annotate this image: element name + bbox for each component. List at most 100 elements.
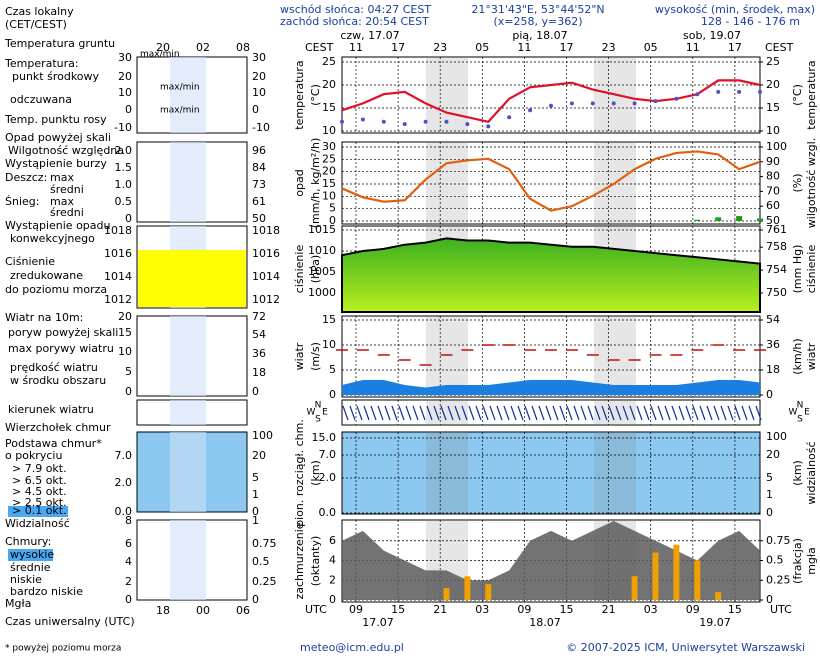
wind-arrow	[398, 405, 405, 421]
mini-time: 02	[196, 41, 210, 54]
mini-tick: 20	[118, 310, 132, 323]
y2-tick-label: 761	[766, 223, 787, 236]
series-dot	[695, 92, 700, 97]
legend-swatch	[8, 506, 68, 517]
legend-text: Temperatura gruntu	[4, 37, 115, 50]
wind-arrow	[671, 405, 678, 421]
mini-tick: 0.25	[252, 575, 277, 588]
legend-text: konwekcyjnego	[10, 232, 95, 245]
y2-tick-label: 50	[766, 214, 780, 227]
legend-text: > 0.1 okt.	[12, 504, 67, 517]
mini-tick: 18	[252, 366, 266, 379]
y-tick-label: 2	[329, 573, 336, 586]
compass: N	[315, 401, 322, 411]
y-tick-label: 15	[322, 101, 336, 114]
y2-tick-label: 0	[766, 593, 773, 606]
wind-arrow	[566, 405, 573, 421]
wind-arrow	[468, 405, 475, 421]
legend-text: średnie	[10, 561, 51, 574]
wind-arrow	[510, 405, 517, 421]
series-dot	[423, 119, 428, 124]
wind-arrow	[412, 405, 419, 421]
wind-arrow	[615, 405, 622, 421]
axis-label: (km)	[309, 460, 322, 486]
axis-label: (oktanty)	[309, 536, 322, 587]
legend-text: średni	[50, 206, 84, 219]
series-bar	[715, 217, 722, 221]
mini-tick: 1014	[104, 270, 132, 283]
mini-tick: 1018	[104, 224, 132, 237]
series-bar	[715, 592, 722, 600]
y-tick-label: 20	[322, 165, 336, 178]
wind-arrow	[475, 405, 482, 421]
wind-arrow	[580, 405, 587, 421]
mini-tick: -10	[114, 121, 132, 134]
y2-tick-label: 54	[766, 313, 780, 326]
day-label: 17.07	[362, 616, 394, 629]
cest-tick: 05	[475, 41, 489, 54]
axis-label: (°C)	[309, 84, 322, 106]
mini-tick: 6	[125, 537, 132, 550]
legend-text: Wilgotność względna	[8, 144, 124, 157]
compass: N	[797, 401, 804, 411]
series-bar	[464, 576, 471, 600]
mini-tick: 0	[125, 385, 132, 398]
series-dot	[569, 101, 574, 106]
legend-text: bardzo niskie	[10, 585, 83, 598]
mini-tick: 100	[252, 429, 273, 442]
y-tick-label: 0	[329, 593, 336, 606]
wind-arrow	[573, 405, 580, 421]
wind-arrow	[349, 405, 356, 421]
legend-text: > 6.5 okt.	[12, 474, 67, 487]
axis-label: (km)	[791, 460, 804, 486]
wind-arrow	[503, 405, 510, 421]
y-tick-label: 0	[329, 214, 336, 227]
mini-tick: 20	[252, 449, 266, 462]
y2-tick-label: 758	[766, 240, 787, 253]
grid-point: (x=258, y=362)	[493, 15, 582, 28]
axis-label: temperatura	[293, 60, 306, 129]
mini-time: 06	[236, 604, 250, 617]
y-tick-label: 30	[322, 140, 336, 153]
mini-tick: 0	[252, 103, 259, 116]
y2-tick-label: 20	[766, 78, 780, 91]
wind-arrow	[594, 405, 601, 421]
wind-arrow	[552, 405, 559, 421]
mini-night	[170, 432, 206, 512]
legend-text: Czas uniwersalny (UTC)	[5, 615, 135, 628]
y-tick-label: 20	[322, 78, 336, 91]
mini-tick: 2	[125, 575, 132, 588]
legend-text: Wystąpienie burzy	[5, 157, 107, 170]
utc-tick: 21	[433, 603, 447, 616]
wind-arrow	[461, 405, 468, 421]
legend-text: Mgła	[5, 597, 31, 610]
legend-text: max/min	[160, 106, 200, 116]
axis-label: (mm Hg)	[791, 245, 804, 294]
series-line	[341, 150, 761, 212]
mini-tick: 5	[252, 471, 259, 484]
legend-text: kierunek wiatru	[8, 403, 94, 416]
mini-tick: 1018	[252, 224, 280, 237]
y-tick-label: 10	[322, 124, 336, 137]
y-tick-label: 1005	[308, 265, 336, 278]
series-dot	[674, 96, 679, 101]
wind-arrow	[377, 405, 384, 421]
axis-label: pion. rozciągł. chm.	[293, 419, 306, 527]
wind-arrow	[748, 405, 755, 421]
wind-arrow	[405, 405, 412, 421]
email[interactable]: meteo@icm.edu.pl	[300, 641, 404, 654]
mini-tick: 50	[252, 212, 266, 225]
wind-arrow	[384, 405, 391, 421]
legend-text: średni	[50, 183, 84, 196]
series-area	[341, 237, 761, 313]
series-dot	[340, 119, 344, 124]
series-dot	[549, 103, 553, 108]
y-tick-label: 10	[322, 338, 336, 351]
mini-tick: 84	[252, 161, 266, 174]
mini-tick: 8	[125, 514, 132, 527]
wind-arrow	[734, 405, 741, 421]
mini-time: 08	[236, 41, 250, 54]
y-tick-label: 1015	[308, 223, 336, 236]
wind-arrow	[489, 405, 496, 421]
mini-tick: 1014	[252, 270, 280, 283]
